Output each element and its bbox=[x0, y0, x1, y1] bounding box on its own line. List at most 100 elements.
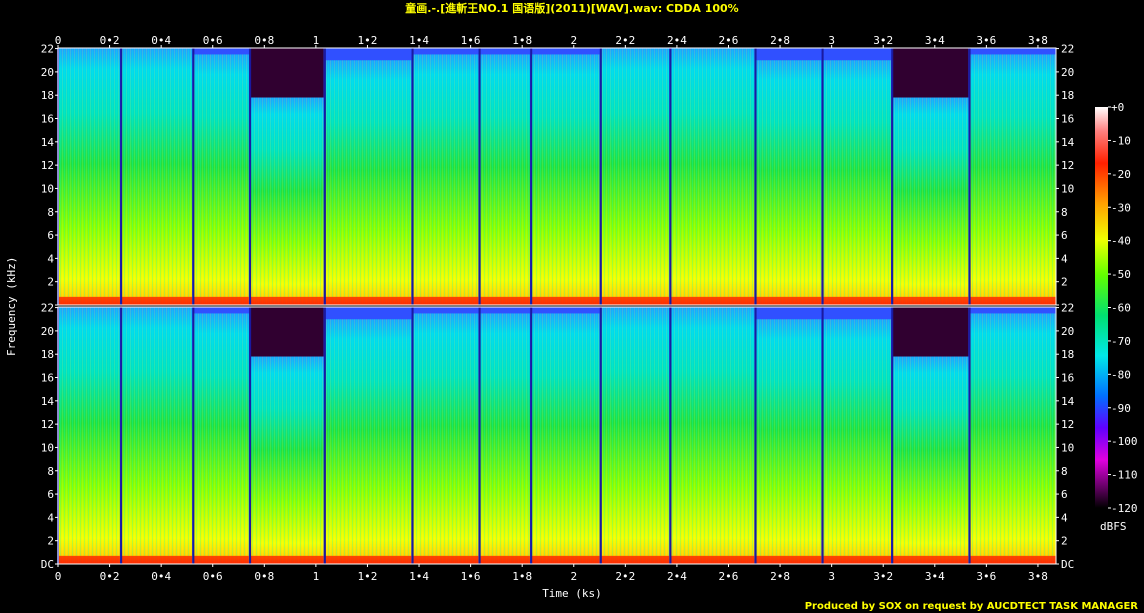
x-tick-label-top: 0•6 bbox=[203, 34, 223, 47]
colorbar-tick-label: -60 bbox=[1111, 302, 1131, 315]
track-6-bass bbox=[412, 555, 479, 564]
track-4-texture bbox=[250, 97, 324, 305]
x-tick-label-bottom: 2•2 bbox=[615, 570, 635, 583]
track-4-texture bbox=[250, 356, 324, 564]
track-13-texture bbox=[892, 356, 969, 564]
y-tick-label-left: 22 bbox=[41, 302, 54, 315]
track-5-texture bbox=[324, 60, 412, 305]
y-tick-label-right: 14 bbox=[1061, 395, 1075, 408]
y-tick-label-right: 2 bbox=[1061, 276, 1068, 289]
track-9-texture bbox=[600, 48, 670, 306]
x-tick-label-bottom: 1•2 bbox=[358, 570, 378, 583]
y-tick-label-right: 4 bbox=[1061, 252, 1068, 265]
track-8-texture bbox=[531, 313, 600, 564]
y-tick-label-left: 20 bbox=[41, 66, 54, 79]
track-5-bass bbox=[324, 555, 412, 564]
x-tick-label-top: 1•2 bbox=[358, 34, 378, 47]
track-boundary bbox=[968, 307, 971, 564]
x-tick-label-top: 2•8 bbox=[770, 34, 790, 47]
x-tick-label-top: 0•4 bbox=[151, 34, 171, 47]
colorbar-tick-label: +0 bbox=[1111, 101, 1124, 114]
y-axis-label: Frequency (kHz) bbox=[5, 256, 18, 356]
track-9-bass bbox=[600, 555, 670, 564]
track-3-bass bbox=[193, 555, 249, 564]
y-tick-label-right: 8 bbox=[1061, 206, 1068, 219]
track-boundary bbox=[249, 307, 252, 564]
y-tick-label-right: 20 bbox=[1061, 325, 1074, 338]
x-tick-label-top: 2•2 bbox=[615, 34, 635, 47]
x-tick-label-top: 0 bbox=[55, 34, 62, 47]
y-tick-label-left: 18 bbox=[41, 89, 54, 102]
track-4-above-cutoff bbox=[250, 48, 324, 98]
x-tick-label-top: 3•6 bbox=[976, 34, 996, 47]
y-tick-label-right: 14 bbox=[1061, 136, 1075, 149]
track-4-bass bbox=[250, 296, 324, 305]
track-1-texture bbox=[58, 307, 120, 564]
track-2-bass bbox=[121, 296, 193, 305]
channel-2-panel bbox=[57, 306, 1057, 565]
track-11-bass bbox=[755, 296, 822, 305]
footer-credit: Produced by SOX on request by AUCDTECT T… bbox=[804, 601, 1138, 612]
x-tick-label-bottom: 2•4 bbox=[667, 570, 687, 583]
track-14-above-cutoff bbox=[969, 48, 1056, 55]
colorbar-tick-label: -80 bbox=[1111, 368, 1131, 381]
y-tick-label-left: 16 bbox=[41, 113, 54, 126]
track-1-bass bbox=[58, 296, 120, 305]
track-7-texture bbox=[479, 54, 530, 305]
y-tick-label-right: 10 bbox=[1061, 441, 1074, 454]
track-6-texture bbox=[412, 313, 479, 564]
track-4-bass bbox=[250, 555, 324, 564]
y-tick-label-left: 20 bbox=[41, 325, 54, 338]
y-tick-label-left: 12 bbox=[41, 159, 54, 172]
track-4-above-cutoff bbox=[250, 307, 324, 357]
track-10-texture bbox=[670, 48, 755, 306]
x-tick-label-top: 3•2 bbox=[873, 34, 893, 47]
y-tick-label-right: 18 bbox=[1061, 89, 1074, 102]
track-7-bass bbox=[479, 555, 530, 564]
x-tick-label-bottom: 0•2 bbox=[100, 570, 120, 583]
track-boundary bbox=[323, 48, 326, 305]
track-13-bass bbox=[892, 296, 969, 305]
track-11-texture bbox=[755, 60, 822, 305]
colorbar-tick-label: -120 bbox=[1111, 502, 1138, 515]
y-tick-label-left: 12 bbox=[41, 418, 54, 431]
y-tick-label-right: 16 bbox=[1061, 372, 1074, 385]
colorbar-tick-label: -30 bbox=[1111, 201, 1131, 214]
track-12-texture bbox=[822, 60, 891, 305]
x-tick-label-bottom: 3•2 bbox=[873, 570, 893, 583]
y-tick-label-left: 22 bbox=[41, 43, 54, 56]
track-boundary bbox=[192, 48, 195, 305]
y-tick-label-left: 2 bbox=[47, 535, 54, 548]
track-boundary bbox=[120, 48, 123, 305]
track-14-bass bbox=[969, 555, 1056, 564]
y-tick-label-right: 10 bbox=[1061, 182, 1074, 195]
track-6-above-cutoff bbox=[412, 307, 479, 314]
y-tick-label-right: 8 bbox=[1061, 465, 1068, 478]
colorbar-tick-label: -100 bbox=[1111, 435, 1138, 448]
y-tick-label-left: 6 bbox=[47, 229, 54, 242]
track-boundary bbox=[249, 48, 252, 305]
y-tick-label-right: 20 bbox=[1061, 66, 1074, 79]
y-tick-label-left: 10 bbox=[41, 182, 54, 195]
x-tick-label-top: 1•6 bbox=[461, 34, 481, 47]
track-6-bass bbox=[412, 296, 479, 305]
y-tick-label-left: 8 bbox=[47, 465, 54, 478]
colorbar-scale bbox=[1095, 107, 1108, 508]
track-7-above-cutoff bbox=[479, 307, 530, 314]
y-tick-label-right: DC bbox=[1061, 558, 1074, 571]
track-boundary bbox=[411, 48, 414, 305]
track-9-texture bbox=[600, 307, 670, 564]
track-11-bass bbox=[755, 555, 822, 564]
y-tick-label-left: 10 bbox=[41, 441, 54, 454]
x-tick-label-top: 1 bbox=[313, 34, 320, 47]
track-boundary bbox=[411, 307, 414, 564]
x-tick-label-top: 3 bbox=[828, 34, 835, 47]
track-12-above-cutoff bbox=[822, 48, 891, 61]
track-boundary bbox=[478, 48, 481, 305]
track-boundary bbox=[891, 307, 894, 564]
colorbar-tick-label: -90 bbox=[1111, 402, 1131, 415]
track-7-bass bbox=[479, 296, 530, 305]
x-tick-label-bottom: 0•6 bbox=[203, 570, 223, 583]
track-boundary bbox=[754, 48, 757, 305]
